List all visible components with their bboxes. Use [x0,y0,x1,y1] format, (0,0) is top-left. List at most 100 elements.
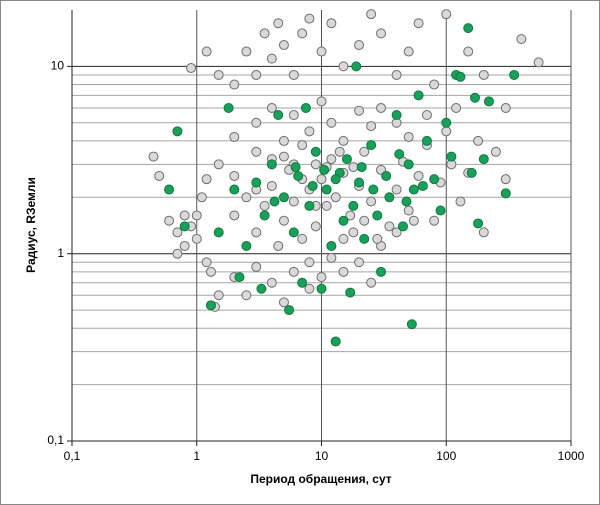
point [179,210,190,221]
point [490,146,501,157]
point [251,177,262,188]
point [304,200,315,211]
point [354,177,365,188]
point [354,105,365,116]
point [297,233,308,244]
point [284,305,295,316]
point [213,227,224,238]
point [376,266,387,277]
point [213,159,224,170]
point [397,221,408,232]
point [381,170,392,181]
point [251,227,262,238]
point [348,162,359,173]
point [293,170,304,181]
point [316,174,327,185]
point [421,110,432,121]
point [213,69,224,80]
point [509,69,520,80]
point [266,102,277,113]
point [384,192,395,203]
point [408,184,419,195]
point [326,18,337,29]
point [326,240,337,251]
point [441,126,452,137]
point [429,79,440,90]
point [338,135,349,146]
point [201,174,212,185]
point [300,102,311,113]
point [366,277,377,288]
point [338,233,349,244]
point [500,188,511,199]
point [401,196,412,207]
point [533,57,544,68]
point [196,192,207,203]
point [403,46,414,57]
point [229,184,240,195]
point [205,300,216,311]
point [455,71,466,82]
point [441,117,452,128]
point [266,180,277,191]
point [330,192,341,203]
point [500,102,511,113]
point [251,261,262,272]
point [179,240,190,251]
point [334,146,345,157]
point [483,96,494,107]
point [446,151,457,162]
point [330,336,341,347]
point [229,79,240,90]
point [234,272,245,283]
point [191,233,202,244]
point [368,184,379,195]
point [321,184,332,195]
point [348,227,359,238]
point [191,210,202,221]
point [186,63,197,74]
point [256,283,267,294]
point [316,46,327,57]
point [391,227,402,238]
point [304,257,315,268]
point [469,92,480,103]
point [278,192,289,203]
point [297,140,308,151]
point [359,233,370,244]
point [154,170,165,181]
point [259,210,270,221]
point [354,257,365,268]
x-tick-label: 100 [436,449,456,463]
point [288,266,299,277]
point [466,167,477,178]
point [500,174,511,185]
point [417,180,428,191]
point [288,110,299,121]
point [278,151,289,162]
point [394,149,405,160]
point [463,23,474,34]
point [345,210,356,221]
point [288,196,299,207]
point [278,215,289,226]
point [372,210,383,221]
point [338,266,349,277]
point [316,272,327,283]
point [229,210,240,221]
point [241,46,252,57]
point [266,277,277,288]
point [148,151,159,162]
point [321,200,332,211]
point [251,69,262,80]
point [316,283,327,294]
point [413,18,424,29]
point [269,196,280,207]
point [278,135,289,146]
y-tick-label: 10 [51,59,65,73]
point [259,200,270,211]
point [359,146,370,157]
point [441,9,452,20]
point [229,131,240,142]
x-tick-label: 0,1 [64,449,81,463]
